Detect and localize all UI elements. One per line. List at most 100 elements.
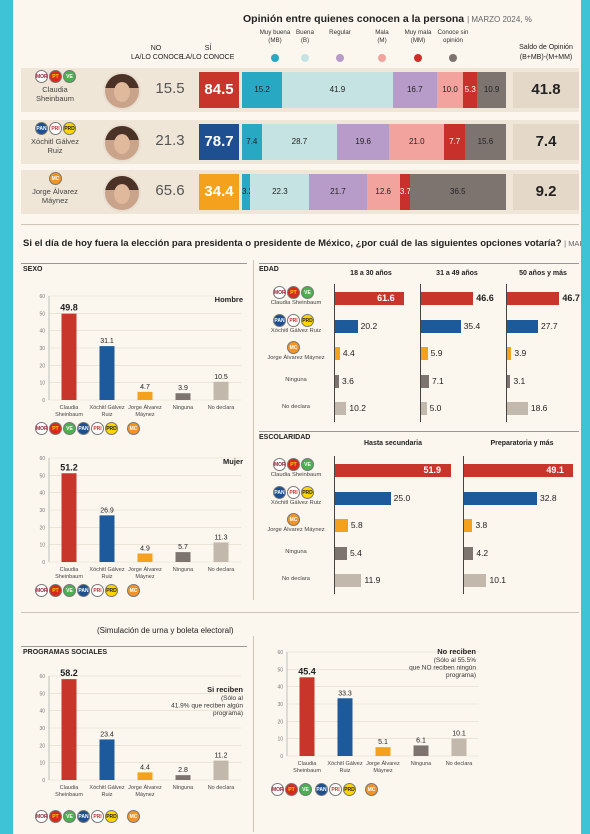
row-label: Ninguna — [285, 548, 307, 555]
bar — [61, 679, 77, 780]
series-header: 31 a 49 años — [436, 270, 478, 277]
party-logo-pan: PAN — [273, 313, 286, 327]
hbar-value: 3.6 — [342, 375, 354, 386]
bar-value: 6.1 — [416, 737, 426, 744]
y-tick: 30 — [39, 508, 45, 514]
y-tick: 10 — [39, 761, 45, 767]
y-tick: 40 — [277, 685, 283, 691]
segment-label: 21.7 — [330, 187, 346, 196]
party-logos: PAN PRI PRD — [273, 313, 314, 327]
legend-swatch — [301, 54, 309, 62]
y-tick: 50 — [277, 667, 283, 673]
x-label: Sheinbaum — [55, 574, 83, 580]
y-tick: 0 — [42, 778, 45, 784]
party-logo-mc: MC — [127, 584, 140, 597]
bar-value: 31.1 — [100, 338, 114, 345]
hbar-value: 35.4 — [463, 320, 481, 331]
row-label: Claudia Sheinbaum — [270, 472, 322, 478]
hbar — [464, 464, 574, 477]
party-logo-mc: MC — [127, 810, 140, 823]
bar-value: 4.9 — [140, 546, 150, 553]
hbar — [335, 491, 391, 505]
hair — [105, 126, 139, 140]
party-logo-mc: MC — [365, 783, 378, 796]
x-label: Ninguna — [173, 405, 194, 411]
chart-title: Mujer — [223, 457, 243, 466]
candidate-name: Claudia Sheinbaum — [36, 85, 74, 103]
party-logos: PAN PRI PRD — [77, 810, 118, 823]
party-logos: MOR PT VE — [273, 458, 314, 471]
bar-value: 4.7 — [140, 384, 150, 391]
segment-label: 22.3 — [272, 187, 288, 196]
y-tick: 60 — [277, 650, 283, 656]
series-header: Preparatoria y más — [490, 440, 554, 447]
bar-value: 3.9 — [178, 385, 188, 392]
party-logo-pri: PRI — [91, 422, 104, 435]
hbar-value: 5.8 — [350, 520, 363, 530]
y-tick: 0 — [280, 754, 283, 760]
y-tick: 10 — [39, 543, 45, 549]
chart-subtitle: programa) — [213, 710, 243, 717]
party-logo-pt: PT — [49, 584, 62, 597]
candidate-photo — [103, 124, 141, 162]
escolaridad-rule — [259, 431, 579, 432]
y-tick: 60 — [39, 674, 45, 680]
segment-label: 15.2 — [254, 85, 270, 94]
segment-label: 10.9 — [483, 85, 500, 94]
candidate-photo — [103, 72, 141, 110]
opinion-segment: 21.0 — [389, 124, 445, 160]
party-logo-prd: PRD — [105, 810, 118, 823]
x-label: No declara — [446, 761, 474, 767]
row-label: Ninguna — [285, 376, 307, 383]
hbar — [464, 519, 473, 532]
hbar-value: 10.2 — [349, 403, 366, 413]
hbar-value: 18.6 — [530, 403, 548, 413]
party-logo-pri: PRI — [49, 122, 62, 135]
series-axis — [334, 456, 335, 594]
opinion-segment: 15.2 — [242, 72, 283, 108]
party-logo-pvem: VE — [299, 783, 312, 796]
y-tick: 50 — [39, 473, 45, 479]
party-logo-morena: MOR — [273, 458, 286, 471]
party-logo-prd: PRD — [343, 783, 356, 796]
opinion-segment: 10.9 — [477, 72, 506, 108]
x-label: Máynez — [373, 768, 393, 774]
y-tick: 20 — [39, 525, 45, 531]
hbar — [335, 464, 451, 477]
chart-subtitle: (Sólo al 55.5% — [434, 657, 476, 664]
face — [114, 184, 130, 204]
chart-subtitle: que NO reciben ningún — [409, 665, 476, 672]
sexo-rule — [21, 263, 247, 264]
x-label: Ninguna — [173, 567, 194, 573]
y-tick: 20 — [277, 719, 283, 725]
bar-value: 5.7 — [178, 544, 188, 551]
y-tick: 40 — [39, 329, 45, 335]
face — [114, 82, 130, 102]
hbar — [421, 319, 461, 333]
bar-value: 11.3 — [214, 534, 227, 541]
party-logo-pri: PRI — [287, 313, 300, 327]
party-logo-pri: PRI — [91, 584, 104, 597]
bar — [175, 393, 191, 400]
party-logo-pvem: VE — [63, 422, 76, 435]
segment-label: 16.7 — [406, 85, 423, 94]
segment-label: 3.2 — [242, 187, 254, 196]
party-logo-pvem: VE — [63, 70, 76, 83]
no-conoce-value: 15.5 — [155, 80, 185, 97]
opinion-segment: 28.7 — [261, 124, 338, 160]
hbar — [464, 491, 538, 505]
party-logo-mc: MC — [127, 422, 140, 435]
x-label: No declara — [208, 785, 236, 791]
hbar-value: 3.1 — [513, 375, 526, 386]
segment-label: 21.0 — [408, 137, 425, 146]
row-label: No declara — [281, 404, 311, 410]
series-header: 50 años y más — [519, 270, 567, 277]
party-logo-pan: PAN — [77, 584, 90, 597]
row-label: Claudia Sheinbaum — [270, 300, 322, 306]
hbar-value: 11.9 — [364, 575, 381, 585]
hbar-value: 5.0 — [429, 403, 442, 413]
bar-value: 10.5 — [214, 374, 228, 381]
segment-label: 28.7 — [291, 137, 308, 146]
chart-subtitle: 41.9% que reciben algún — [171, 703, 243, 710]
party-logos: PAN PRI PRD — [77, 584, 118, 597]
